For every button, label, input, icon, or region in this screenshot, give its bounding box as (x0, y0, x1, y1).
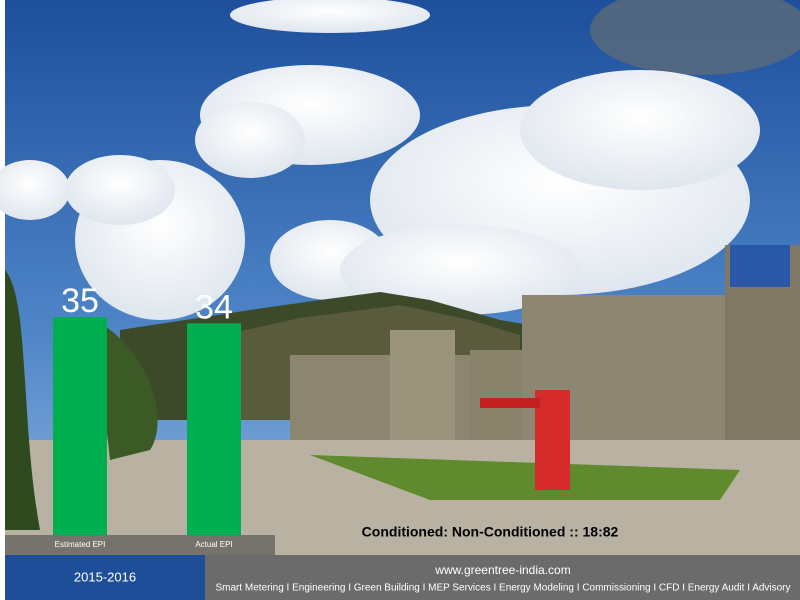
value-label: 35 (61, 282, 99, 320)
background-photo (0, 0, 800, 555)
x-tick-label: Actual EPI (195, 540, 232, 549)
footer-period: 2015-2016 (74, 569, 136, 584)
slide: 35 Estimated EPI 34 Actual EPI Conditioned:… (0, 0, 800, 600)
value-label: 34 (195, 288, 233, 326)
x-tick-label: Estimated EPI (55, 540, 106, 549)
annotation: Conditioned: Non-Conditioned :: 18:82 (362, 524, 619, 540)
footer-services: Smart Metering I Engineering I Green Bui… (216, 583, 791, 594)
bar (187, 323, 241, 535)
bar (53, 317, 107, 535)
footer-website: www.greentree-india.com (434, 563, 570, 577)
